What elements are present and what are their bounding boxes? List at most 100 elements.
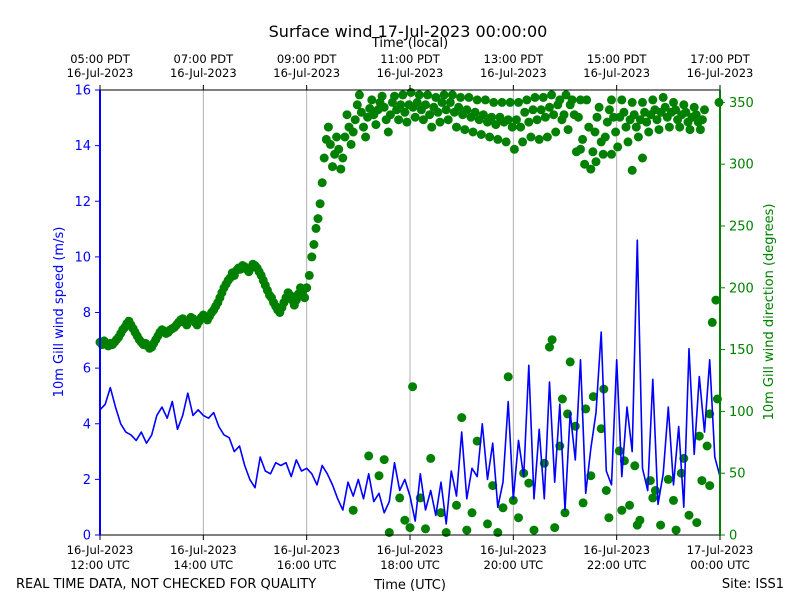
wind-direction-point [514,513,523,523]
wind-direction-point [302,283,312,293]
wind-direction-point [460,125,470,135]
wind-direction-point [598,149,608,159]
wind-direction-point [609,112,619,122]
wind-direction-point [462,105,472,115]
left-tick-label: 14 [74,139,91,154]
wind-direction-point [695,125,705,135]
top-tick-time: 05:00 PDT [70,52,131,66]
wind-direction-point [300,293,310,303]
wind-direction-point [447,90,457,100]
wind-direction-point [648,95,658,105]
wind-direction-point [700,105,709,115]
wind-direction-point [567,95,577,105]
wind-direction-point [613,142,623,152]
wind-direction-point [433,107,443,117]
wind-direction-point [508,495,518,505]
wind-direction-point [635,515,645,525]
wind-direction-point [584,122,594,132]
wind-direction-point [421,524,430,534]
left-tick-label: 12 [74,195,91,210]
wind-direction-point [694,431,704,441]
wind-direction-point [325,139,335,149]
left-tick-label: 16 [74,84,91,99]
top-tick-time: 07:00 PDT [174,52,235,66]
wind-direction-point [483,519,492,529]
wind-direction-point [489,97,499,107]
wind-direction-point [633,132,643,142]
wind-direction-point [462,525,472,535]
wind-direction-point [394,115,404,125]
wind-direction-point [390,91,399,101]
wind-direction-point [361,132,371,142]
left-axis-label: 10m Gill wind speed (m/s) [52,227,67,398]
x-axis-label: Time (UTC) [373,578,446,593]
bottom-tick-time: 18:00 UTC [380,558,440,572]
wind-direction-point [414,90,424,100]
right-axis-label: 10m Gill wind direction (degrees) [762,204,777,421]
wind-direction-point [658,92,668,102]
wind-direction-point [669,97,678,107]
wind-direction-point [452,500,461,510]
wind-direction-point [538,92,548,102]
wind-direction-point [542,132,552,142]
wind-direction-point [625,500,635,510]
wind-direction-point [550,523,560,533]
wind-direction-point [549,110,559,120]
wind-direction-point [405,523,415,533]
wind-direction-point [607,149,616,159]
wind-direction-point [604,513,614,523]
wind-direction-point [582,95,592,105]
wind-direction-point [464,92,474,102]
wind-direction-point [660,102,670,112]
wind-direction-point [423,90,433,100]
wind-direction-point [594,102,604,112]
wind-direction-point [371,120,381,130]
wind-direction-point [317,178,327,188]
wind-direction-point [576,144,585,154]
wind-direction-point [675,122,685,132]
right-tick-label: 150 [729,343,754,358]
wind-direction-point [472,95,482,105]
right-tick-label: 50 [729,467,746,482]
wind-direction-point [379,455,389,465]
wind-direction-point [578,498,588,508]
wind-direction-point [311,223,321,233]
wind-direction-point [501,137,511,147]
left-tick-label: 6 [83,362,91,377]
wind-speed-series [99,239,721,525]
top-tick-time: 15:00 PDT [587,52,648,66]
wind-direction-point [425,110,435,120]
wind-direction-point [328,162,337,172]
wind-direction-point [623,137,633,147]
wind-direction-point [560,508,570,518]
wind-direction-series [95,88,724,537]
left-tick-label: 0 [83,529,91,544]
wind-direction-point [346,139,356,149]
wind-direction-point [590,127,600,137]
wind-direction-point [614,446,624,456]
wind-direction-point [524,478,534,488]
wind-direction-point [547,90,557,100]
wind-direction-point [602,117,612,127]
bottom-tick-time: 14:00 UTC [174,558,234,572]
wind-direction-point [530,92,540,102]
bottom-tick-date: 16-Jul-2023 [377,543,444,557]
wind-direction-point [711,295,721,305]
wind-direction-point [529,525,539,535]
wind-direction-point [478,110,488,120]
wind-direction-point [621,122,631,132]
wind-direction-point [654,125,664,135]
top-axis-label: Time (local) [371,36,448,51]
wind-direction-point [669,495,678,505]
right-axis-ticks: 0 50 100 150 200 250 300 350 [720,96,754,544]
wind-direction-point [526,132,536,142]
wind-direction-point [518,137,528,147]
wind-direction-point [697,115,707,125]
wind-direction-point [619,107,629,117]
wind-direction-point [692,518,702,528]
top-tick-time: 11:00 PDT [380,52,441,66]
wind-direction-point [374,471,384,481]
wind-direction-point [565,357,575,367]
